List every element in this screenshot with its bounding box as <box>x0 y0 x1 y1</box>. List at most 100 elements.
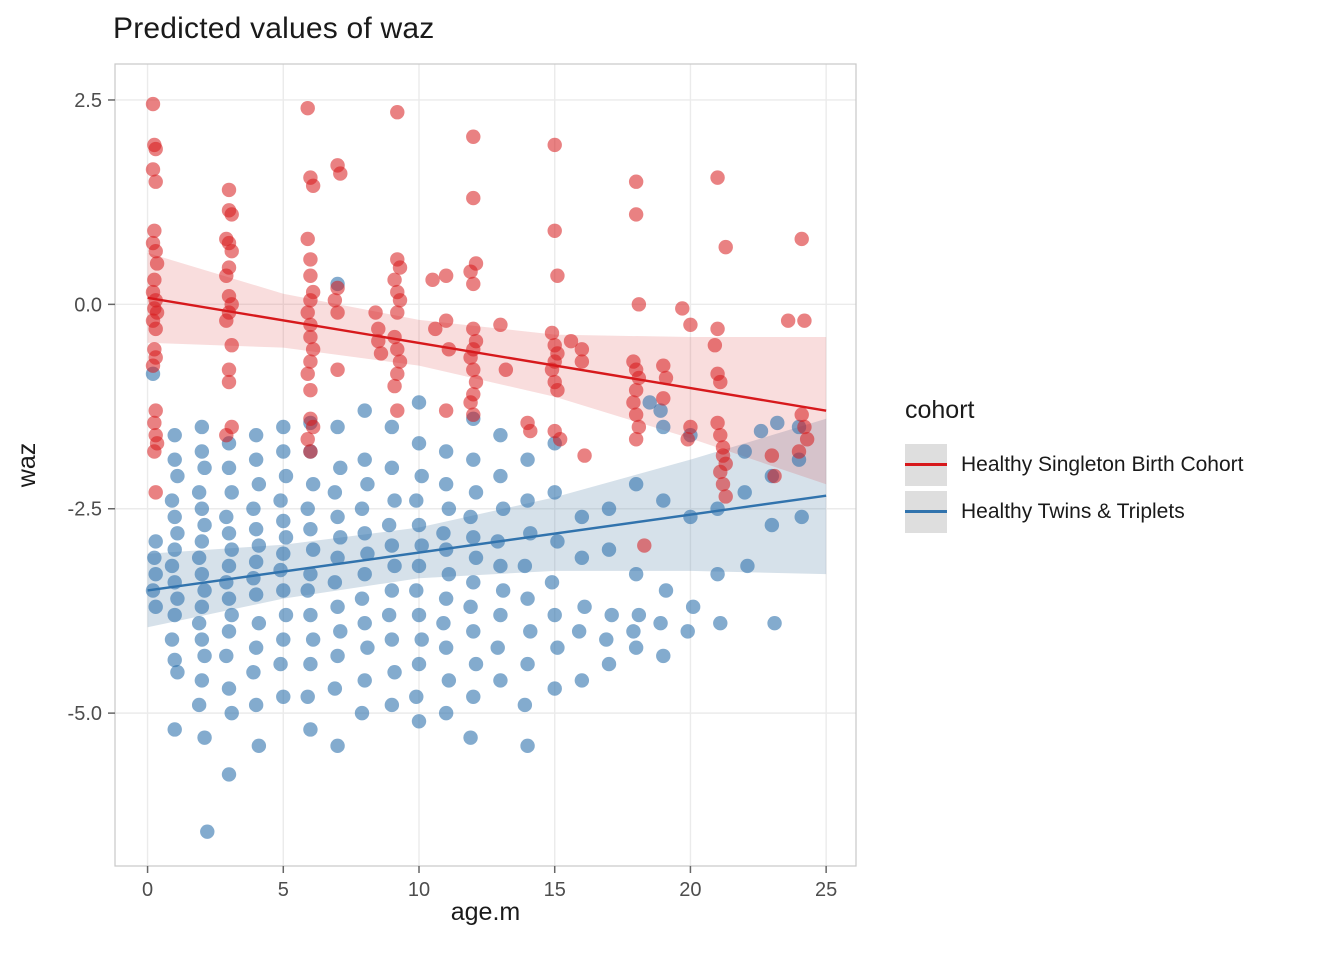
data-point <box>191 615 207 631</box>
data-point <box>577 448 592 463</box>
data-point <box>303 293 318 308</box>
data-point <box>145 358 161 373</box>
data-point <box>148 244 163 259</box>
data-point <box>517 558 533 574</box>
y-tick-label: 0.0 <box>74 294 102 316</box>
data-point <box>563 333 579 349</box>
data-point <box>718 239 733 255</box>
data-point <box>493 673 508 688</box>
data-point <box>384 697 400 713</box>
data-point <box>799 432 815 447</box>
data-point <box>248 587 264 602</box>
data-point <box>219 427 234 443</box>
data-point <box>248 452 264 467</box>
data-point <box>466 689 481 704</box>
data-point <box>246 501 261 516</box>
data-point <box>414 632 429 647</box>
data-point <box>276 513 291 529</box>
data-point <box>680 432 695 447</box>
data-point <box>148 403 163 418</box>
data-point <box>656 358 671 373</box>
data-point <box>278 530 294 545</box>
data-point <box>191 550 207 565</box>
data-point <box>148 141 163 157</box>
data-point <box>737 444 752 459</box>
data-point <box>466 276 481 292</box>
data-point <box>167 607 182 623</box>
data-point <box>466 362 481 377</box>
data-point <box>658 370 674 386</box>
data-point <box>710 501 725 516</box>
data-point <box>273 493 288 508</box>
data-point <box>194 566 210 582</box>
data-point <box>523 423 538 439</box>
data-point <box>278 607 294 623</box>
data-point <box>642 395 657 410</box>
plot-title: Predicted values of waz <box>113 12 435 45</box>
data-point <box>276 546 291 561</box>
data-point <box>145 96 161 112</box>
data-point <box>221 624 237 639</box>
x-tick-label: 20 <box>679 879 701 901</box>
data-point <box>333 530 348 545</box>
data-point <box>656 419 671 435</box>
data-point <box>493 317 508 332</box>
data-point <box>683 317 698 332</box>
data-point <box>384 538 400 553</box>
data-point <box>300 432 315 447</box>
data-point <box>333 460 348 476</box>
data-point <box>170 526 185 541</box>
data-point <box>327 293 343 308</box>
data-point <box>276 689 291 704</box>
data-point <box>148 174 163 189</box>
data-point <box>251 538 267 553</box>
data-point <box>360 546 375 561</box>
data-point <box>371 321 386 337</box>
data-point <box>390 403 405 418</box>
data-point <box>147 550 162 565</box>
data-point <box>493 607 508 623</box>
data-point <box>604 607 619 623</box>
data-point <box>197 583 212 598</box>
x-axis-title: age.m <box>450 898 521 926</box>
data-point <box>148 566 163 582</box>
data-point <box>330 362 345 377</box>
data-point <box>167 722 182 737</box>
data-point <box>713 615 728 631</box>
data-point <box>628 407 644 422</box>
data-point <box>248 427 264 443</box>
data-point <box>300 231 315 247</box>
data-point <box>441 566 457 582</box>
data-point <box>224 607 239 623</box>
data-point <box>305 542 321 557</box>
data-point <box>148 321 163 337</box>
data-point <box>224 542 239 557</box>
data-point <box>303 354 318 369</box>
data-point <box>466 321 481 337</box>
data-point <box>170 468 185 484</box>
data-point <box>219 313 234 328</box>
data-point <box>300 366 315 382</box>
data-point <box>381 607 397 623</box>
data-point <box>411 395 427 410</box>
data-point <box>466 452 481 467</box>
data-point <box>384 460 400 476</box>
data-point <box>764 517 780 533</box>
data-point <box>303 566 318 582</box>
data-point <box>305 342 321 357</box>
data-point <box>219 268 234 283</box>
data-point <box>438 591 454 606</box>
data-point <box>327 575 343 590</box>
data-point <box>409 583 424 598</box>
data-point <box>167 509 182 525</box>
data-point <box>414 538 429 553</box>
data-point <box>438 477 454 492</box>
data-point <box>466 129 481 144</box>
data-point <box>438 705 454 721</box>
data-point <box>167 452 182 467</box>
data-point <box>441 342 457 357</box>
data-point <box>276 583 291 598</box>
data-point <box>191 697 207 713</box>
legend-item-singleton: Healthy Singleton Birth Cohort <box>905 441 1244 488</box>
data-point <box>753 423 769 439</box>
